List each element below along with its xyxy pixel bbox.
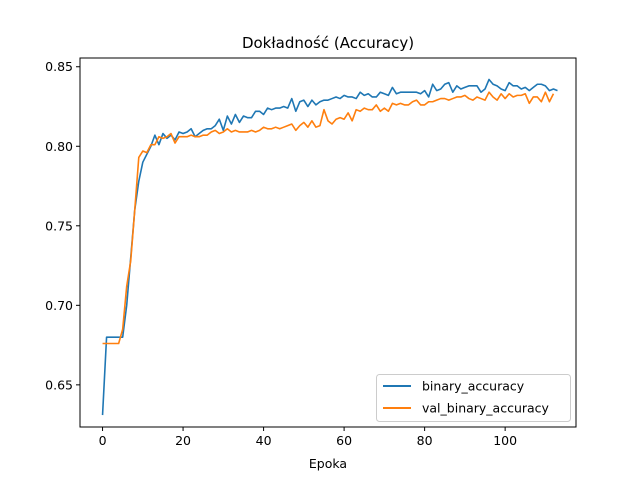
- y-axis: 0.65 0.70 0.75 0.80 0.85: [45, 59, 80, 392]
- legend-label-val-binary-accuracy: val_binary_accuracy: [422, 401, 550, 416]
- legend-label-binary-accuracy: binary_accuracy: [422, 379, 525, 394]
- y-tick-label: 0.85: [45, 59, 73, 74]
- x-axis: 0 20 40 60 80 100: [99, 427, 517, 448]
- y-tick-label: 0.80: [45, 139, 73, 154]
- y-tick-label: 0.65: [45, 377, 73, 392]
- y-tick-label: 0.75: [45, 218, 73, 233]
- series-line-val-binary-accuracy: [102, 91, 555, 345]
- legend-box: [376, 374, 571, 422]
- x-tick-label: 0: [99, 433, 107, 448]
- x-tick-label: 80: [417, 433, 433, 448]
- legend: binary_accuracy val_binary_accuracy: [376, 374, 571, 422]
- series-line-binary-accuracy: [101, 78, 558, 416]
- x-tick-label: 100: [493, 433, 517, 448]
- plot-frame: [79, 57, 577, 428]
- chart-title: Dokładność (Accuracy): [242, 34, 414, 52]
- x-tick-label: 60: [336, 433, 352, 448]
- y-tick-label: 0.70: [45, 298, 73, 313]
- x-axis-label: Epoka: [309, 456, 347, 471]
- series-layer: [101, 78, 558, 416]
- x-tick-label: 20: [175, 433, 191, 448]
- x-tick-label: 40: [256, 433, 272, 448]
